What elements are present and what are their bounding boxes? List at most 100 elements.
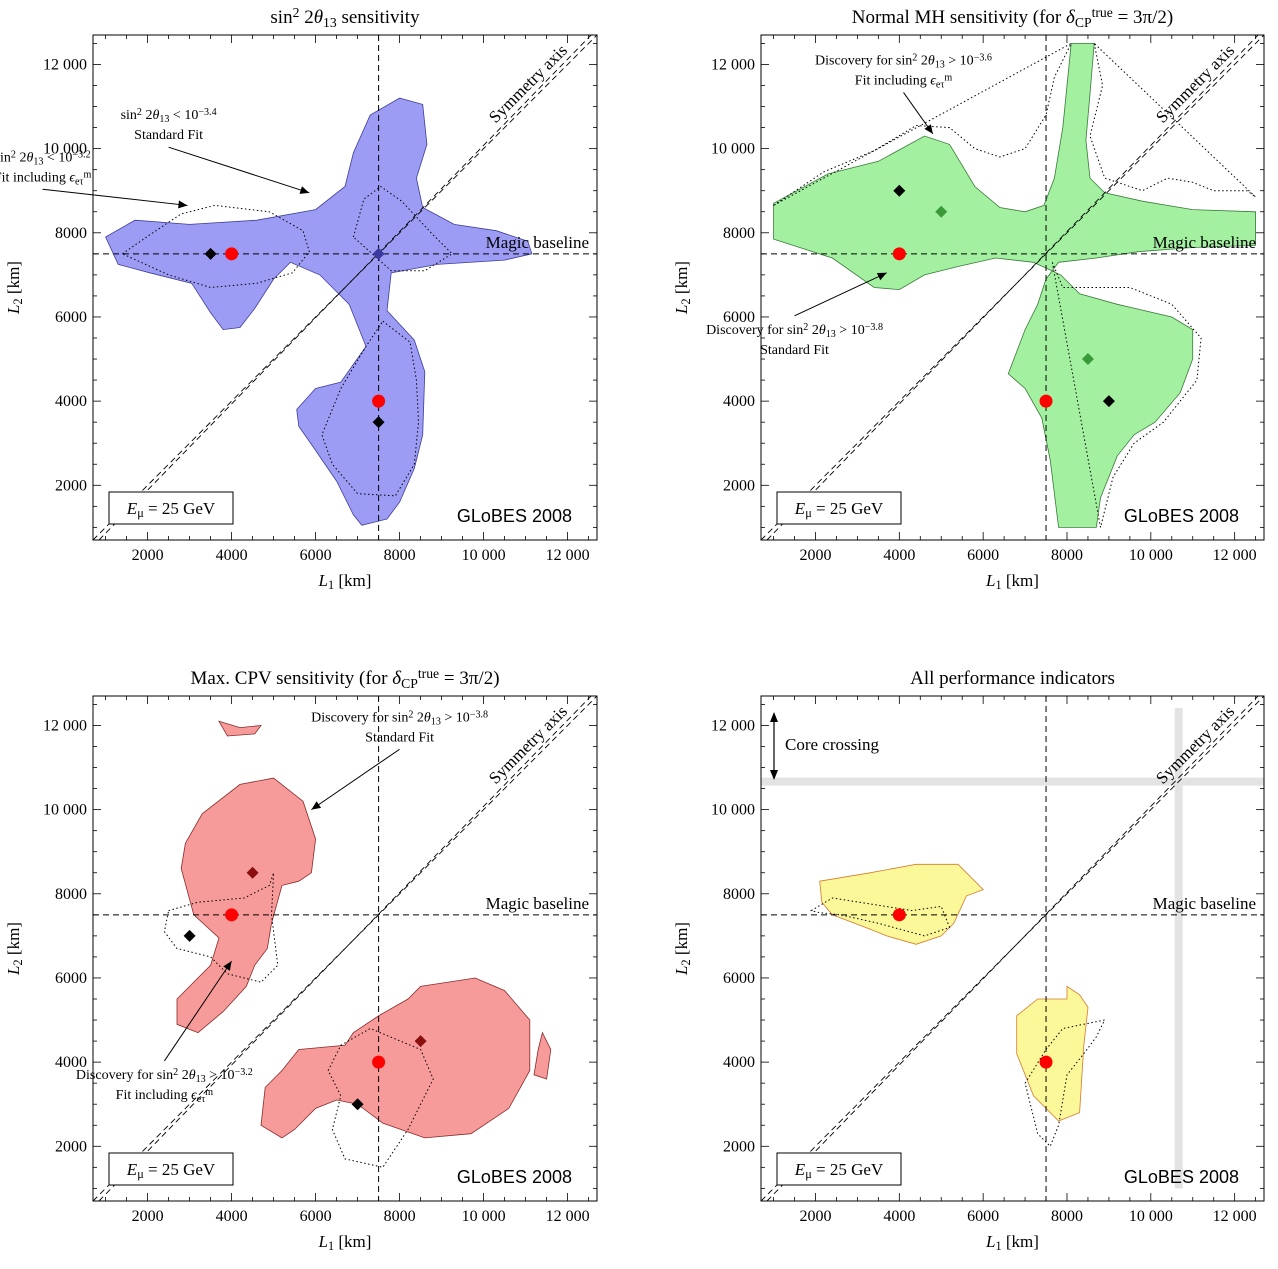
diamond-marker — [246, 866, 259, 879]
symmetry-axis-line-2 — [98, 35, 592, 540]
region-standard-fit-0 — [105, 97, 533, 526]
annotation-line2: Standard Fit — [760, 343, 829, 358]
region-standard-fit-1 — [1016, 985, 1089, 1122]
globes-watermark: GLoBES 2008 — [1124, 1167, 1239, 1187]
y-tick-label: 10 000 — [711, 802, 755, 819]
y-tick-label: 12 000 — [711, 56, 755, 73]
diamond-marker — [204, 247, 217, 260]
annotation-line1: Discovery for sin2 2θ13 > 10−3.6 — [815, 52, 992, 70]
diamond-marker — [414, 1035, 427, 1048]
globes-watermark: GLoBES 2008 — [457, 1167, 572, 1187]
x-tick-label: 6000 — [967, 1208, 999, 1225]
y-tick-label: 2000 — [55, 1138, 87, 1155]
region-epsilon-fit-3 — [1024, 1019, 1106, 1148]
optimum-point — [225, 908, 239, 922]
symmetry-axis-line — [761, 35, 1264, 540]
y-tick-label: 4000 — [723, 393, 755, 410]
region-standard-fit-1 — [218, 720, 262, 737]
x-tick-label: 12 000 — [546, 547, 590, 564]
optimum-point — [1039, 1055, 1053, 1069]
panel-4: 2000 4000 6000 8000 10 000 12 000 2000 4000 6000… — [672, 668, 1265, 1253]
magic-baseline-label: Magic baseline — [486, 894, 589, 913]
magic-baseline-label: Magic baseline — [486, 233, 589, 252]
plot-frame — [92, 34, 598, 541]
diamond-marker — [935, 205, 948, 218]
optimum-point — [372, 394, 386, 408]
y-tick-label: 4000 — [55, 1054, 87, 1071]
y-tick-label: 12 000 — [711, 717, 755, 734]
optimum-point — [892, 247, 906, 261]
region-standard-fit-0 — [773, 43, 1256, 528]
x-tick-label: 6000 — [967, 547, 999, 564]
symmetry-axis-line — [93, 696, 597, 1201]
x-tick-label: 4000 — [216, 547, 248, 564]
optimum-point — [892, 908, 906, 922]
y-tick-label: 4000 — [55, 393, 87, 410]
panel-1: 2000 4000 6000 8000 10 000 12 000 2000 4000 6000… — [0, 5, 598, 592]
x-tick-label: 6000 — [300, 1208, 332, 1225]
y-tick-label: 2000 — [55, 477, 87, 494]
energy-label-box: Eμ = 25 GeV — [776, 1152, 902, 1186]
region-epsilon-fit-2 — [352, 185, 453, 272]
chart-title: All performance indicators — [910, 668, 1115, 689]
annotation-line1: Discovery for sin2 2θ13 > 10−3.2 — [76, 1067, 253, 1085]
optimum-point — [1039, 394, 1053, 408]
y-axis-label: L2 [km] — [672, 922, 693, 976]
y-tick-label: 8000 — [55, 886, 87, 903]
x-tick-label: 2000 — [799, 1208, 831, 1225]
energy-box-frame — [776, 491, 902, 525]
annotation-2: sin2 2θ13 < 10−3.2 Fit including ϵeτm — [0, 149, 188, 209]
energy-label: Eμ = 25 GeV — [126, 499, 216, 520]
energy-box-frame — [776, 1152, 902, 1186]
magic-baseline-label: Magic baseline — [1153, 233, 1256, 252]
region-epsilon-fit-1 — [121, 204, 310, 289]
region-standard-fit-3 — [533, 1031, 552, 1080]
y-tick-label: 2000 — [723, 1138, 755, 1155]
diamond-marker — [351, 1098, 364, 1111]
annotation-arrow — [311, 748, 400, 811]
y-tick-label: 6000 — [55, 970, 87, 987]
region-epsilon-fit-2 — [810, 897, 951, 937]
diamond-marker — [372, 247, 385, 260]
energy-label: Eμ = 25 GeV — [794, 1160, 884, 1181]
arrow-head-up — [770, 712, 778, 722]
symmetry-axis-line-2 — [766, 35, 1259, 540]
region-epsilon-fit-5 — [327, 1027, 434, 1168]
y-tick-label: 6000 — [55, 309, 87, 326]
symmetry-axis-line-2 — [766, 696, 1259, 1201]
symmetry-axis-line — [93, 35, 597, 540]
energy-label-box: Eμ = 25 GeV — [108, 491, 234, 525]
y-tick-label: 8000 — [723, 886, 755, 903]
symmetry-axis-label: Symmetry axis — [485, 41, 571, 127]
globes-watermark: GLoBES 2008 — [457, 506, 572, 526]
x-tick-label: 10 000 — [462, 1208, 506, 1225]
x-axis-label: L1 [km] — [318, 571, 372, 592]
annotation-line2: Standard Fit — [365, 730, 434, 745]
y-tick-label: 10 000 — [711, 141, 755, 158]
energy-label-box: Eμ = 25 GeV — [776, 491, 902, 525]
y-tick-label: 4000 — [723, 1054, 755, 1071]
symmetry-axis-line — [761, 696, 1264, 1201]
x-tick-label: 8000 — [384, 547, 416, 564]
annotation-arrow-head — [924, 124, 933, 134]
diamond-marker — [893, 184, 906, 197]
annotation-arrow-head — [223, 961, 232, 971]
symmetry-axis-line-2 — [98, 696, 592, 1201]
y-tick-label: 8000 — [55, 225, 87, 242]
x-tick-label: 12 000 — [546, 1208, 590, 1225]
plot-frame — [760, 34, 1265, 541]
x-axis-label: L1 [km] — [318, 1232, 372, 1253]
x-axis-label: L1 [km] — [985, 571, 1039, 592]
y-axis-label: L2 [km] — [672, 261, 693, 315]
annotation-1: sin2 2θ13 < 10−3.4 Standard Fit — [121, 107, 310, 194]
annotation-line1: Discovery for sin2 2θ13 > 10−3.8 — [311, 709, 488, 727]
energy-box-frame — [108, 491, 234, 525]
symmetry-axis-label: Symmetry axis — [1152, 41, 1238, 127]
x-tick-label: 8000 — [1051, 547, 1083, 564]
diamond-marker — [183, 929, 196, 942]
diamond-marker — [1102, 395, 1115, 408]
region-epsilon-fit-3 — [321, 320, 420, 497]
globes-watermark: GLoBES 2008 — [1124, 506, 1239, 526]
annotation-2: Discovery for sin2 2θ13 > 10−3.8 Standard… — [706, 272, 887, 358]
